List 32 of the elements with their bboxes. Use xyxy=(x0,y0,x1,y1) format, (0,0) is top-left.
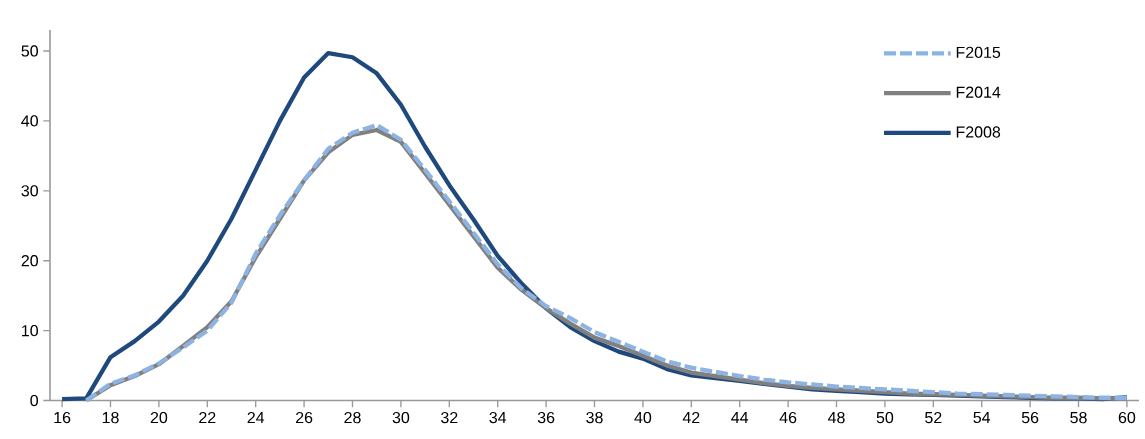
y-tick-label: 0 xyxy=(30,395,38,407)
x-tick-label: 36 xyxy=(537,412,555,424)
x-tick-label: 60 xyxy=(1118,412,1136,424)
x-tick-label: 24 xyxy=(247,412,265,424)
x-tick-label: 44 xyxy=(731,412,749,424)
x-tick-label: 54 xyxy=(973,412,991,424)
y-tick-label: 30 xyxy=(21,185,38,197)
y-tick-label: 50 xyxy=(21,45,38,57)
x-tick-label: 18 xyxy=(102,412,119,424)
y-tick-label: 20 xyxy=(21,255,38,267)
x-tick-label: 58 xyxy=(1070,412,1087,424)
x-tick-label: 30 xyxy=(392,412,410,424)
x-tick-label: 32 xyxy=(441,412,458,424)
legend-label: F2008 xyxy=(956,126,1001,138)
x-tick-label: 38 xyxy=(586,412,603,424)
x-tick-label: 52 xyxy=(925,412,942,424)
x-tick-label: 22 xyxy=(199,412,216,424)
y-tick-label: 40 xyxy=(21,115,38,127)
x-tick-label: 46 xyxy=(779,412,797,424)
x-tick-label: 40 xyxy=(634,412,652,424)
x-tick-label: 20 xyxy=(150,412,168,424)
x-tick-label: 50 xyxy=(876,412,894,424)
legend-label: F2015 xyxy=(956,46,1001,59)
x-tick-label: 28 xyxy=(344,412,361,424)
x-tick-label: 48 xyxy=(827,412,845,424)
y-tick-label: 10 xyxy=(22,325,38,337)
x-tick-label: 16 xyxy=(54,412,71,424)
x-tick-label: 26 xyxy=(295,412,313,424)
legend-label: F2014 xyxy=(956,86,1001,99)
x-tick-label: 56 xyxy=(1021,412,1039,424)
x-tick-label: 34 xyxy=(489,412,507,424)
x-tick-label: 42 xyxy=(682,412,700,424)
